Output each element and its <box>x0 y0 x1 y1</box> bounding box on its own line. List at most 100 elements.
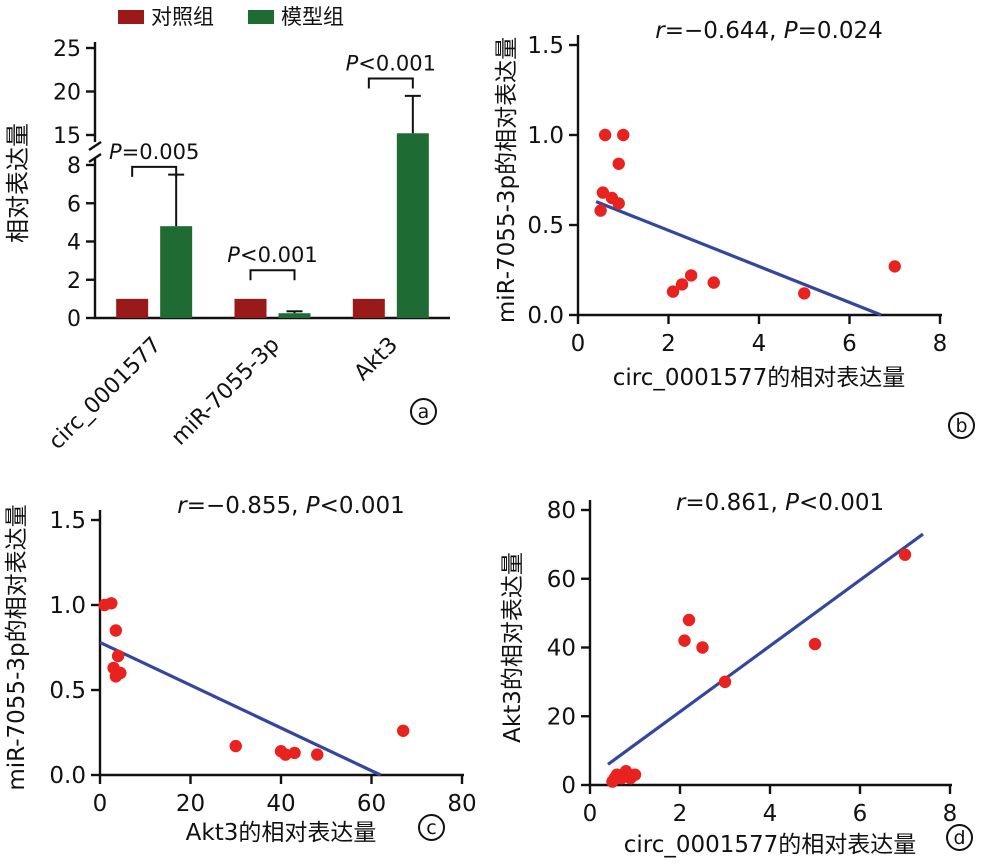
x-tick-label: 8 <box>943 801 958 827</box>
y-tick-label: 1.5 <box>527 33 564 59</box>
y-axis-label: miR-7055-3p的相对表达量 <box>4 504 30 790</box>
y-tick-label: 25 <box>53 37 81 62</box>
panel-badge-letter-a: a <box>417 400 430 423</box>
data-point <box>396 724 410 737</box>
y-tick-label: 1.5 <box>49 508 86 534</box>
x-tick-label: 4 <box>752 331 767 357</box>
data-point <box>898 548 912 561</box>
significance-bracket <box>249 269 296 281</box>
y-tick-label: 0.5 <box>527 213 564 239</box>
panel-badge-d: d <box>946 824 973 851</box>
axes <box>91 510 464 784</box>
bar <box>352 298 385 318</box>
x-tick-label: 0 <box>93 791 108 817</box>
data-point <box>596 186 610 199</box>
regression-line <box>595 200 882 317</box>
scatter-chart-c: 0 20 40 60 80 0.0 0.5 1.0 1.5 r=−0.855, P<0.001 Ak… <box>4 493 477 846</box>
category-label: Akt3 <box>350 333 403 386</box>
panel-c: 0 20 40 60 80 0.0 0.5 1.0 1.5 r=−0.855, P<0.001 Ak… <box>0 480 480 866</box>
y-tick-label: 1.0 <box>527 123 564 149</box>
x-tick-label: 20 <box>176 791 205 817</box>
data-point <box>628 768 642 781</box>
y-tick-label: 6 <box>67 192 81 217</box>
error-bar <box>168 173 185 227</box>
panel-badge-c: c <box>418 814 445 841</box>
y-tick-label: 8 <box>67 154 81 179</box>
y-tick-label: 0 <box>561 773 576 799</box>
error-bar <box>286 310 303 314</box>
data-point <box>109 670 123 683</box>
x-tick-label: 0 <box>571 331 586 357</box>
x-tick-label: 6 <box>853 801 868 827</box>
legend-swatch <box>248 10 274 24</box>
data-point <box>612 157 625 170</box>
stat-title: P<0.001 <box>227 243 317 267</box>
stat-title: r=−0.855, P<0.001 <box>177 493 404 519</box>
x-tick-label: 4 <box>763 801 778 827</box>
axis-break-mark <box>88 153 102 163</box>
data-point <box>229 739 242 753</box>
axes <box>86 42 450 320</box>
category-label: circ_0001577 <box>44 333 166 455</box>
significance-bracket <box>131 165 178 177</box>
x-axis-label: circ_0001577的相对表达量 <box>624 832 917 858</box>
data-point <box>311 748 324 761</box>
panel-badge-b: b <box>948 412 975 439</box>
x-tick-label: 40 <box>266 791 295 817</box>
stat-title: r=−0.644, P=0.024 <box>655 18 882 44</box>
y-axis-label: miR-7055-3p的相对表达量 <box>494 37 520 323</box>
data-point <box>105 597 118 610</box>
y-tick-label: 40 <box>547 636 576 662</box>
panel-b: 0 2 4 6 8 0.0 0.5 1.0 1.5 r=−0.644, P=0.024 circ_0… <box>490 0 991 470</box>
error-bar <box>404 94 421 134</box>
panel-badge-letter-c: c <box>426 816 437 839</box>
x-tick-label: 2 <box>661 331 676 357</box>
y-tick-label: 60 <box>547 567 576 593</box>
y-tick-label: 4 <box>67 231 81 256</box>
significance-bracket <box>367 77 414 89</box>
y-tick-label: 15 <box>53 124 81 149</box>
data-point <box>718 675 732 689</box>
y-tick-label: 0.0 <box>527 303 564 329</box>
panel-badge-a: a <box>410 398 437 425</box>
data-point <box>594 204 607 217</box>
data-point <box>675 278 689 291</box>
bar <box>116 298 149 318</box>
stat-title: r=0.861, P<0.001 <box>676 490 884 516</box>
y-axis-label: 相对表达量 <box>4 123 32 243</box>
data-point <box>617 128 630 142</box>
panel-badge-letter-d: d <box>953 826 966 849</box>
data-point <box>598 128 612 142</box>
stat-title: P=0.005 <box>109 140 199 164</box>
data-point <box>111 649 125 663</box>
panel-a: 0 2 4 6 8 15 20 25 circ_0001577 miR-7055-3p Akt3 P=… <box>0 0 480 470</box>
y-tick-label: 20 <box>547 704 576 730</box>
data-point <box>666 285 680 298</box>
x-axis-label: circ_0001577的相对表达量 <box>613 365 906 391</box>
y-tick-label: 1.0 <box>49 593 86 619</box>
regression-line <box>99 640 382 777</box>
x-tick-label: 2 <box>673 801 688 827</box>
regression-line <box>607 532 924 766</box>
data-point <box>608 771 621 785</box>
x-tick-label: 60 <box>357 791 386 817</box>
x-tick-label: 6 <box>842 331 857 357</box>
panel-d: 0 2 4 6 8 0 20 40 60 80 r=0.861, P<0.001 circ_00015… <box>490 480 991 866</box>
data-point <box>798 287 811 300</box>
stat-title: P<0.001 <box>346 51 436 75</box>
data-point <box>678 634 691 647</box>
data-point <box>696 641 709 654</box>
y-tick-label: 0.0 <box>49 763 86 789</box>
category-label: miR-7055-3p <box>167 333 285 451</box>
data-point <box>707 276 720 289</box>
scatter-chart-b: 0 2 4 6 8 0.0 0.5 1.0 1.5 r=−0.644, P=0.024 circ_0… <box>494 18 948 391</box>
y-tick-label: 80 <box>547 498 576 524</box>
bar <box>234 298 267 318</box>
data-point <box>888 260 901 273</box>
axes <box>581 500 952 794</box>
legend-label: 对照组 <box>151 5 214 29</box>
x-tick-label: 8 <box>933 331 948 357</box>
panel-badge-letter-b: b <box>955 414 968 437</box>
